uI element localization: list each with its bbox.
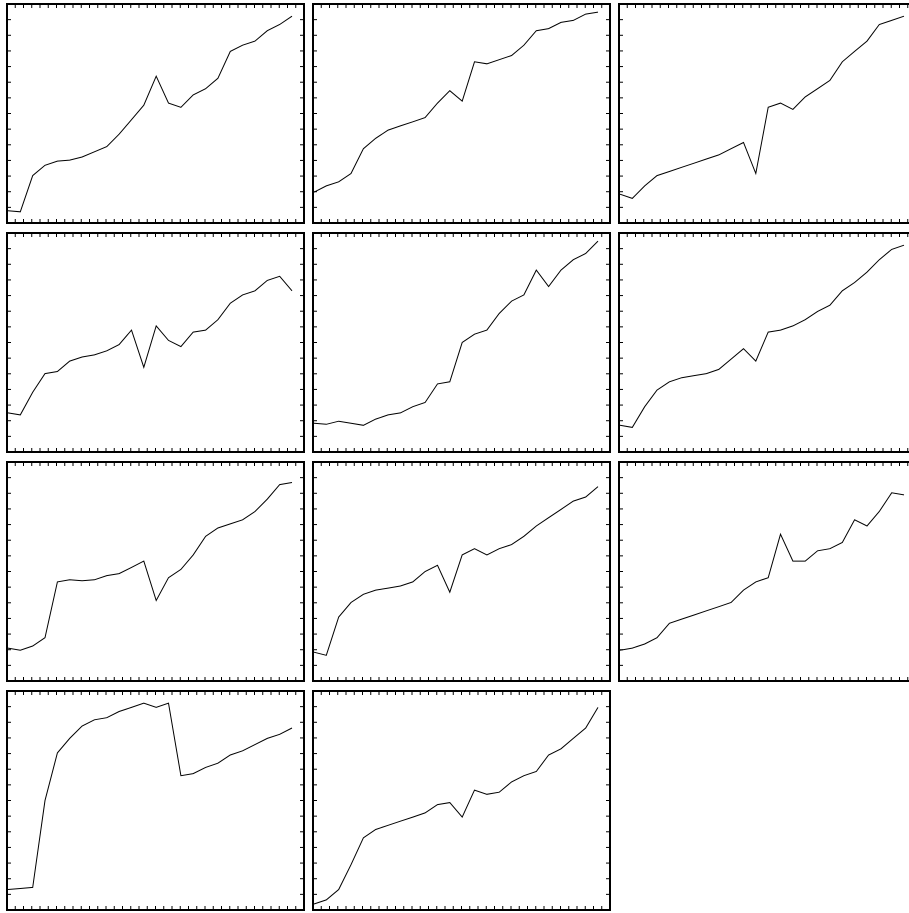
panel-frame	[312, 3, 611, 224]
chart-panel	[312, 690, 611, 911]
series-line	[619, 15, 905, 199]
series-line	[7, 15, 293, 213]
chart-panel	[312, 232, 611, 453]
chart-panel	[6, 690, 305, 911]
series-line	[313, 707, 599, 905]
panel-frame	[6, 690, 305, 911]
chart-panel	[618, 461, 909, 682]
chart-panel	[618, 3, 909, 224]
chart-panel	[312, 461, 611, 682]
chart-panel	[6, 232, 305, 453]
chart-panel	[312, 3, 611, 224]
panel-frame	[618, 3, 909, 224]
panel-frame	[312, 690, 611, 911]
panel-frame	[6, 461, 305, 682]
series-line	[313, 240, 599, 426]
series-line	[7, 702, 293, 890]
chart-panel	[618, 232, 909, 453]
series-line	[313, 11, 599, 193]
series-line	[619, 244, 905, 428]
series-line	[313, 486, 599, 656]
panel-frame	[312, 461, 611, 682]
series-line	[619, 492, 905, 651]
panel-frame	[6, 232, 305, 453]
series-line	[7, 482, 293, 651]
chart-panel	[6, 3, 305, 224]
chart-panel	[6, 461, 305, 682]
panel-frame	[618, 461, 909, 682]
series-line	[7, 275, 293, 416]
